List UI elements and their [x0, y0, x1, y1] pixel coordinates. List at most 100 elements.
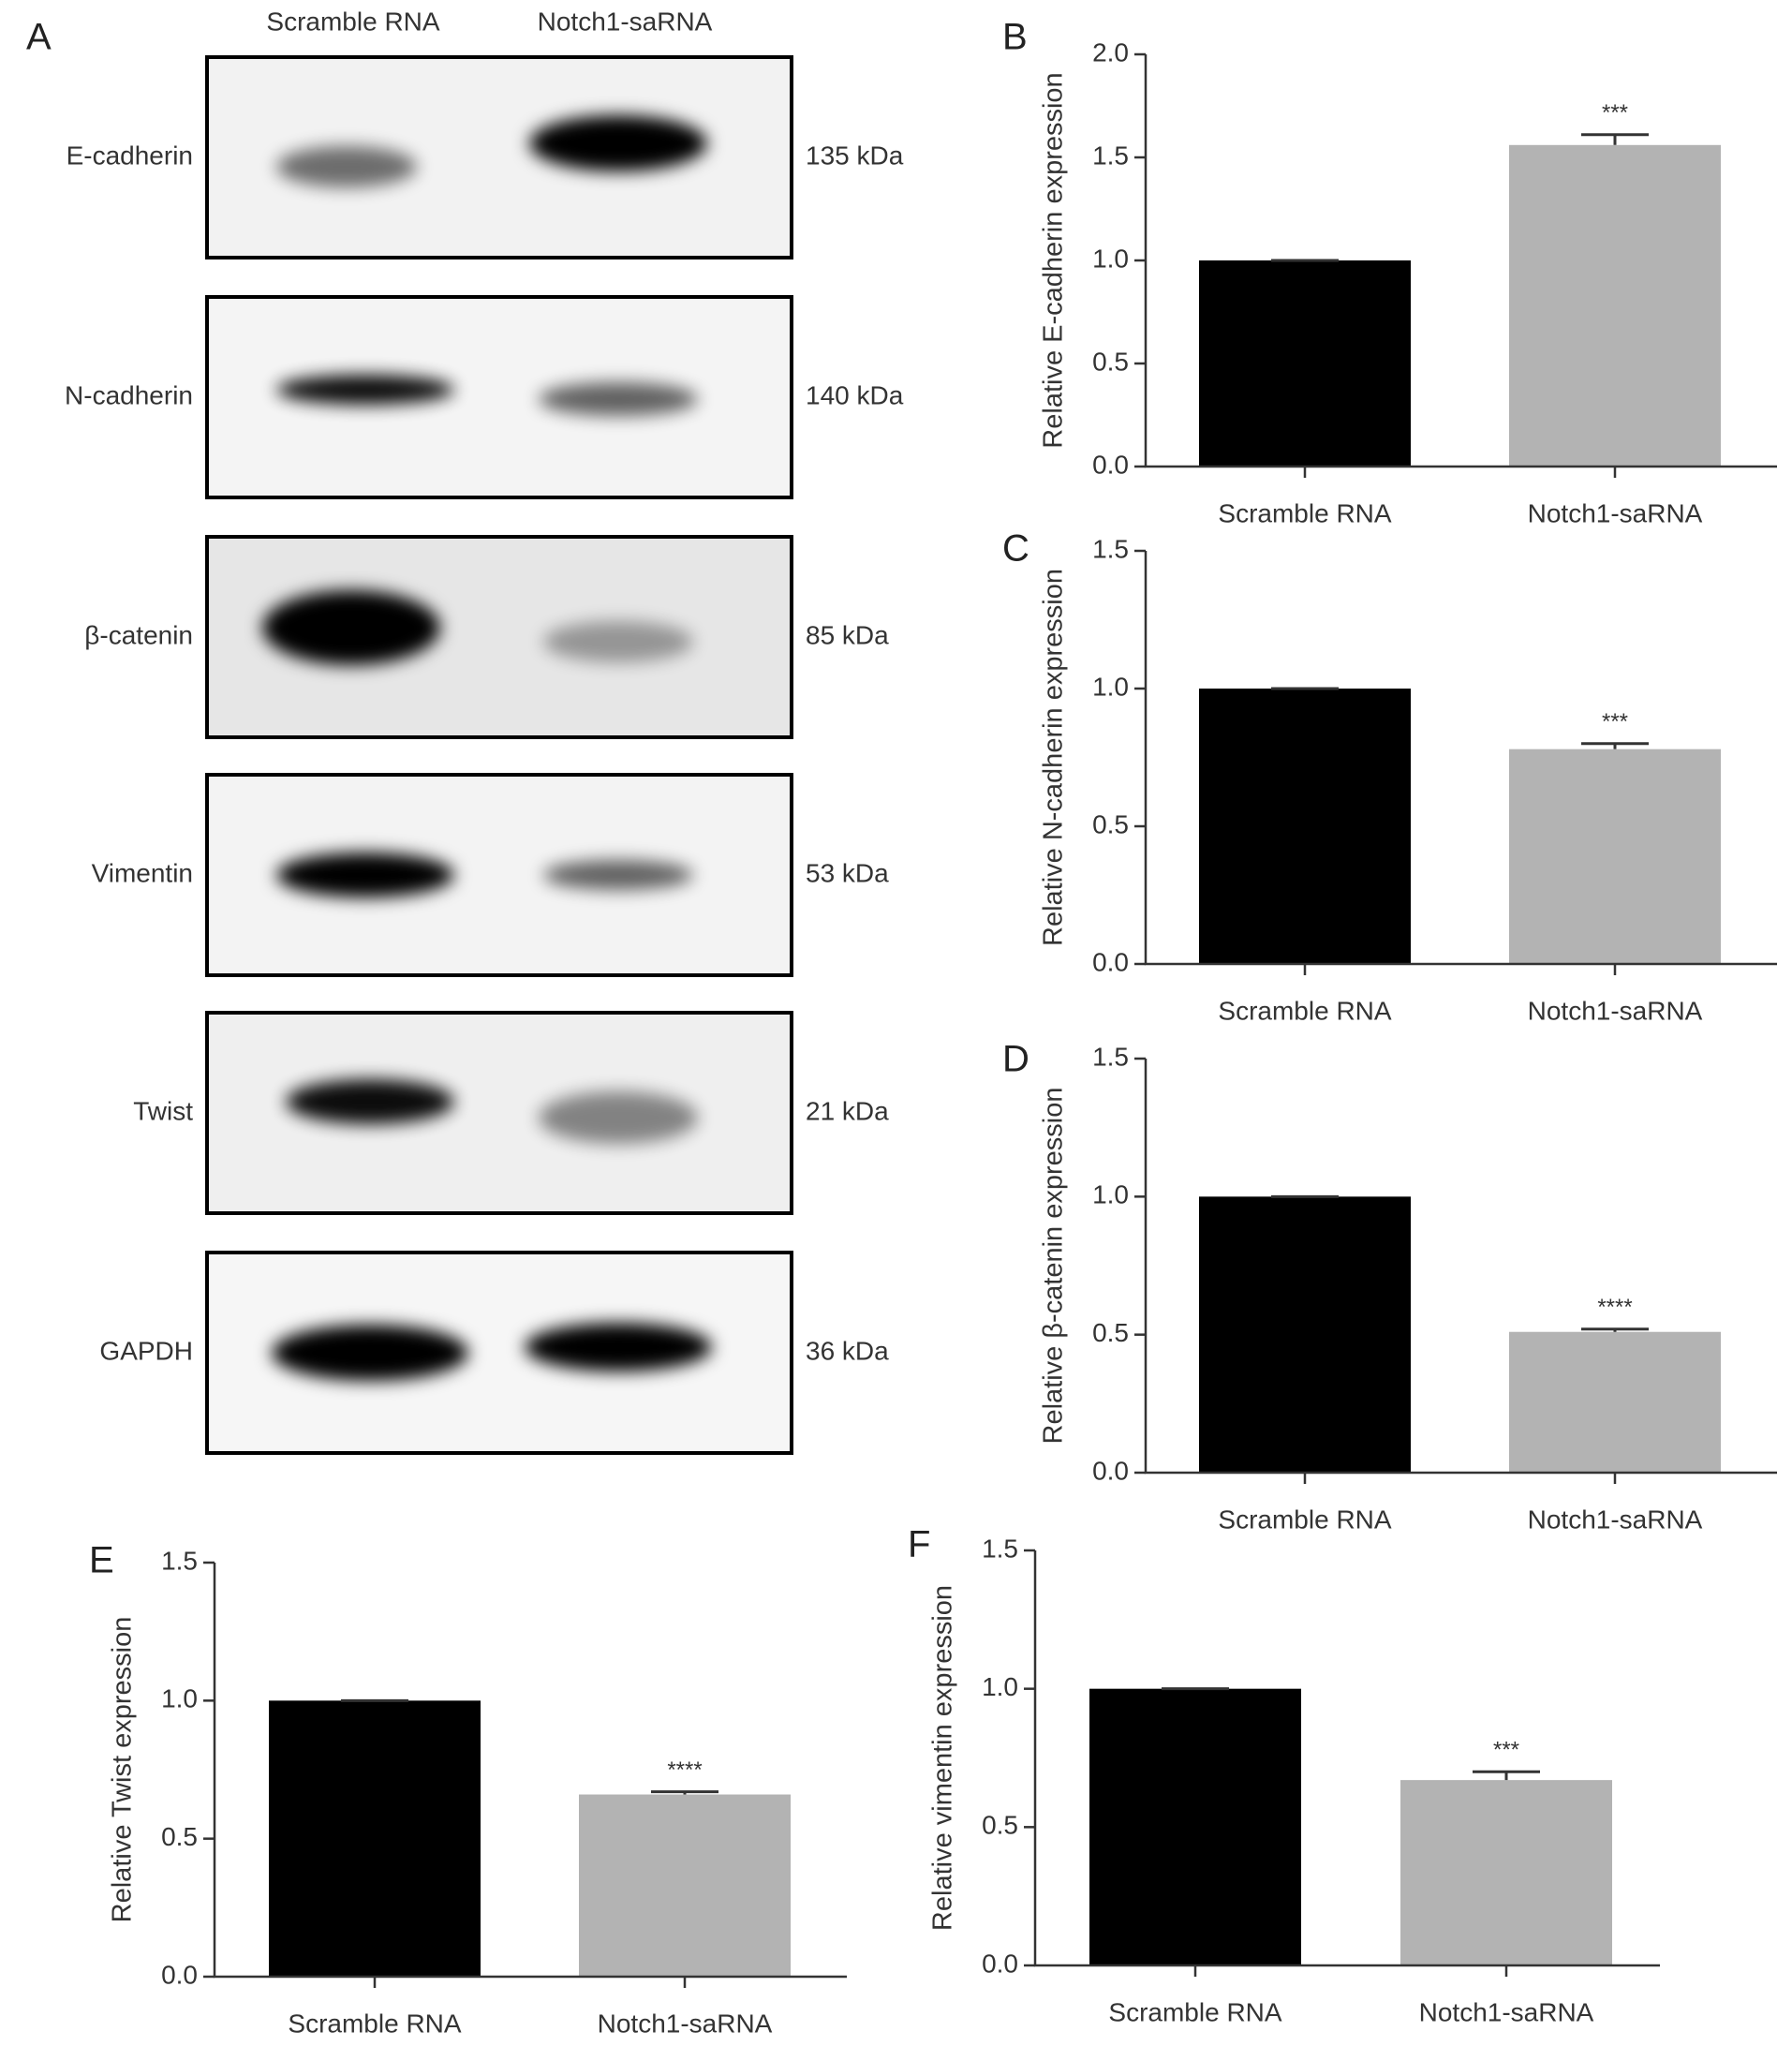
x-tick-label: Scramble RNA	[1218, 1505, 1391, 1534]
size-label: 140 kDa	[806, 380, 904, 409]
bar-chart: F Relative vimentin expression 0.0 0.5 1.0 1.…	[908, 1524, 1660, 2026]
y-tick-label: 0.0	[982, 1949, 1018, 1978]
bar	[1509, 144, 1721, 467]
y-axis-label: Relative vimentin expression	[928, 1585, 958, 1931]
panel-label: A	[26, 17, 52, 58]
blot-band	[539, 382, 698, 416]
lane-label: Scramble RNA	[266, 7, 439, 36]
y-tick-label: 0.0	[1092, 947, 1129, 976]
y-tick-label: 0.5	[1092, 347, 1129, 376]
bar	[1400, 1780, 1612, 1965]
protein-label: β-catenin	[84, 620, 193, 649]
blot-band	[272, 1325, 468, 1381]
x-tick-label: Notch1-saRNA	[1419, 1997, 1594, 2026]
panel-label: C	[1002, 528, 1029, 570]
y-tick-label: 0.0	[1092, 1456, 1129, 1485]
axes	[1144, 54, 1777, 468]
significance-label: ***	[1602, 100, 1628, 126]
error-bar	[1581, 742, 1649, 749]
axes	[1033, 1550, 1660, 1967]
panel-label: B	[1002, 17, 1028, 58]
protein-label: Twist	[133, 1096, 193, 1125]
blot-band	[276, 375, 454, 405]
y-tick-label: 0.5	[161, 1822, 198, 1851]
bar-chart: D Relative β-catenin expression 0.0 0.5 1.0 1…	[1002, 1039, 1777, 1534]
bar	[1199, 689, 1411, 964]
blot-band	[525, 1323, 712, 1371]
blot-band	[262, 590, 440, 665]
y-axis-label: Relative E-cadherin expression	[1039, 72, 1069, 448]
blot-band	[529, 115, 707, 171]
lane-label: Notch1-saRNA	[538, 7, 713, 36]
y-tick-label: 0.5	[982, 1811, 1018, 1840]
protein-label: E-cadherin	[67, 141, 193, 170]
protein-label: Vimentin	[92, 858, 193, 887]
bar-chart: C Relative N-cadherin expression 0.0 0.5 1.0…	[1002, 528, 1777, 1025]
x-tick-label: Scramble RNA	[288, 2009, 461, 2038]
error-bar	[651, 1790, 718, 1795]
y-axis-label: Relative β-catenin expression	[1039, 1088, 1069, 1445]
y-tick-label: 1.5	[982, 1534, 1018, 1563]
y-tick-label: 1.5	[1092, 534, 1129, 563]
x-tick-label: Scramble RNA	[1108, 1997, 1281, 2026]
y-tick-label: 1.5	[1092, 141, 1129, 170]
bar	[579, 1794, 791, 1977]
axes	[1144, 551, 1777, 966]
panel-label: D	[1002, 1039, 1029, 1080]
bar	[269, 1700, 481, 1977]
y-tick-label: 1.5	[161, 1546, 198, 1575]
bar-chart: B Relative E-cadherin expression 0.0 0.5 1.0…	[1002, 17, 1777, 527]
axes	[1144, 1059, 1777, 1475]
significance-label: ****	[667, 1757, 702, 1783]
y-tick-label: 0.0	[161, 1960, 198, 1989]
panel-label: E	[89, 1540, 114, 1581]
bar	[1509, 749, 1721, 964]
x-tick-label: Notch1-saRNA	[598, 2009, 773, 2038]
blot-band	[543, 860, 693, 890]
size-label: 135 kDa	[806, 141, 904, 170]
size-label: 21 kDa	[806, 1096, 889, 1125]
axes	[213, 1563, 847, 1979]
y-tick-label: 1.5	[1092, 1042, 1129, 1071]
x-tick-label: Scramble RNA	[1218, 498, 1391, 527]
blot-band	[276, 146, 417, 187]
panel-label: F	[908, 1524, 930, 1565]
error-bar	[1473, 1770, 1540, 1781]
protein-label: GAPDH	[99, 1336, 193, 1365]
y-tick-label: 1.0	[1092, 244, 1129, 273]
x-tick-label: Scramble RNA	[1218, 996, 1391, 1025]
y-tick-label: 1.0	[982, 1672, 1018, 1701]
x-tick-label: Notch1-saRNA	[1528, 996, 1703, 1025]
error-bar	[1581, 1327, 1649, 1332]
protein-label: N-cadherin	[65, 380, 193, 409]
x-tick-label: Notch1-saRNA	[1528, 498, 1703, 527]
blot-band	[286, 1079, 454, 1124]
y-tick-label: 2.0	[1092, 37, 1129, 67]
size-label: 53 kDa	[806, 858, 889, 887]
bar	[1199, 260, 1411, 467]
bar	[1089, 1688, 1301, 1965]
significance-label: ****	[1597, 1295, 1632, 1320]
blot-band	[539, 1091, 698, 1144]
bar	[1199, 1196, 1411, 1473]
x-tick-label: Notch1-saRNA	[1528, 1505, 1703, 1534]
y-axis-label: Relative N-cadherin expression	[1039, 569, 1069, 946]
y-tick-label: 0.5	[1092, 809, 1129, 838]
significance-label: ***	[1602, 709, 1628, 734]
y-tick-label: 0.0	[1092, 450, 1129, 479]
y-tick-label: 1.0	[161, 1684, 198, 1713]
y-tick-label: 0.5	[1092, 1318, 1129, 1347]
blot-box	[205, 1011, 793, 1215]
bar	[1509, 1331, 1721, 1473]
bar-chart: E Relative Twist expression 0.0 0.5 1.0 1.5 Sc…	[89, 1540, 847, 2038]
size-label: 85 kDa	[806, 620, 889, 649]
error-bar	[1581, 133, 1649, 145]
significance-label: ***	[1493, 1738, 1519, 1763]
size-label: 36 kDa	[806, 1336, 889, 1365]
y-axis-label: Relative Twist expression	[108, 1617, 138, 1923]
blot-band	[543, 621, 693, 662]
y-tick-label: 1.0	[1092, 672, 1129, 701]
y-tick-label: 1.0	[1092, 1180, 1129, 1209]
blot-band	[276, 852, 454, 897]
